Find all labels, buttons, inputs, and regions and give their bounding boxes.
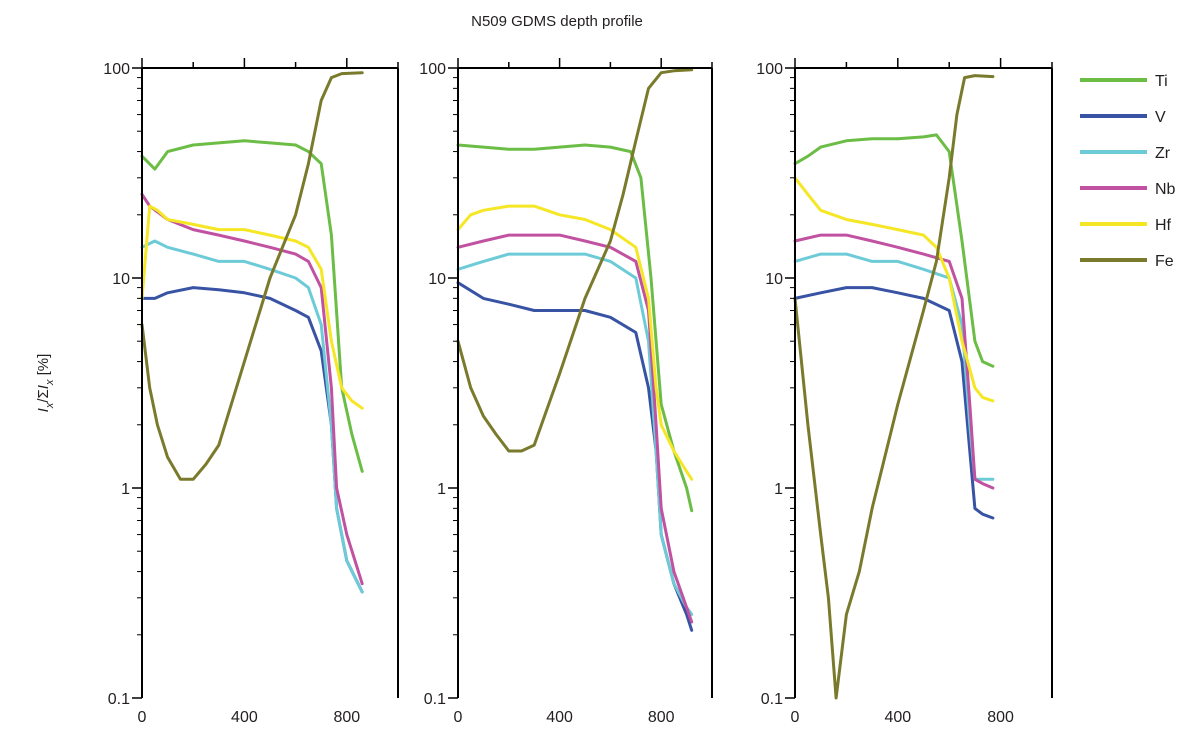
x-tick-label: 0	[454, 709, 463, 726]
series-zr-line-panel-1	[140, 239, 364, 594]
series-hf-line-panel-3	[793, 176, 995, 403]
y-tick-label: 0.1	[761, 691, 783, 708]
legend-label-zr: Zr	[1155, 145, 1171, 162]
legend-label-hf: Hf	[1155, 217, 1172, 234]
panel-1: 0.1 1 10 100 0 400 800	[103, 58, 399, 726]
y-tick-label: 0.1	[424, 691, 446, 708]
y-tick-label: 1	[437, 481, 446, 498]
y-axis-label-i2: I	[35, 385, 52, 389]
y-tick-label: 100	[419, 61, 446, 78]
y-axis-label-s1: x	[44, 402, 56, 409]
x-tick-label: 800	[333, 709, 360, 726]
y-tick-label: 10	[428, 271, 446, 288]
series-zr-line-panel-2	[456, 252, 694, 616]
x-tick-label: 400	[884, 709, 911, 726]
x-tick-label: 800	[648, 709, 675, 726]
y-axis-label-i1: I	[35, 408, 52, 412]
series-hf-line-panel-1	[140, 204, 364, 410]
series-v-line-panel-3	[793, 286, 995, 520]
series-fe-line-panel-1	[140, 71, 364, 481]
series-hf-line-panel-2	[456, 204, 694, 481]
panel-3: 0.1 1 10 100 0 400 800	[756, 58, 1053, 726]
legend-label-ti: Ti	[1155, 73, 1168, 90]
series-fe-line-panel-2	[456, 68, 694, 453]
y-axis-label-mid: /Σ	[35, 389, 52, 402]
y-tick-label: 10	[112, 271, 130, 288]
chart-title: N509 GDMS depth profile	[471, 13, 643, 30]
y-tick-label: 100	[103, 61, 130, 78]
y-axis-label-unit: [%]	[35, 354, 52, 380]
y-tick-label: 100	[756, 61, 783, 78]
x-tick-label: 0	[791, 709, 800, 726]
legend-label-fe: Fe	[1155, 253, 1174, 270]
y-tick-label: 10	[765, 271, 783, 288]
x-tick-label: 400	[546, 709, 573, 726]
y-axis-label: Ix/ΣIx [%]	[35, 354, 56, 413]
y-tick-label: 0.1	[108, 691, 130, 708]
y-axis-label-s2: x	[44, 379, 56, 386]
y-tick-label: 1	[774, 481, 783, 498]
x-tick-label: 400	[231, 709, 258, 726]
legend-label-nb: Nb	[1155, 181, 1176, 198]
series-ti-line-panel-3	[793, 133, 995, 368]
x-tick-label: 800	[987, 709, 1014, 726]
series-fe-line-panel-3	[793, 74, 995, 700]
legend: Ti V Zr Nb Hf Fe	[1080, 73, 1176, 270]
panel-2: 0.1 1 10 100 0 400 800	[419, 58, 713, 726]
panels-group: 0.1 1 10 100 0 400 800 0.1 1 10 100 0 400 800 0.1 1 10 10…	[103, 58, 1053, 726]
legend-label-v: V	[1155, 109, 1166, 126]
x-tick-label: 0	[138, 709, 147, 726]
y-tick-label: 1	[121, 481, 130, 498]
series-nb-line-panel-2	[456, 233, 694, 624]
series-ti-line-panel-1	[140, 139, 364, 473]
